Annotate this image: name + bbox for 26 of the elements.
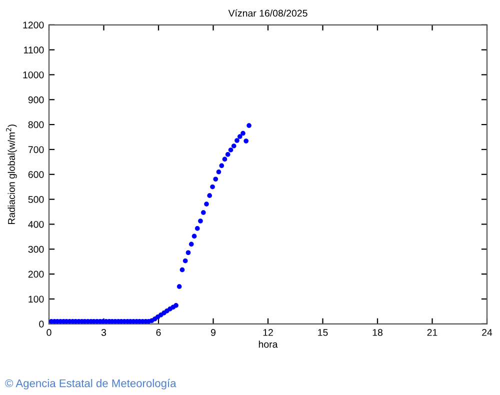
y-tick-label: 900 — [28, 96, 44, 104]
x-tick-label: 3 — [101, 329, 106, 336]
y-tick-label: 1100 — [24, 46, 44, 54]
y-tick-label: 100 — [28, 296, 44, 303]
x-tick-label: 15 — [318, 329, 328, 336]
x-tick-label: 21 — [427, 329, 438, 336]
y-tick-label: 1200 — [23, 22, 44, 29]
x-tick-label: 6 — [156, 329, 161, 336]
y-tick-label: 1000 — [23, 71, 44, 78]
x-tick-label: 0 — [46, 329, 52, 336]
y-tick-label: 600 — [28, 171, 44, 178]
y-axis-title: Radiacion global(w/m$^{2}$) — [6, 124, 17, 224]
text: © Agencia Estatal de Meteorología — [5, 378, 176, 390]
x-tick-label: 18 — [372, 329, 382, 336]
x-tick-label: 12 — [263, 329, 273, 336]
y-tick-label: 700 — [28, 146, 44, 154]
y-tick-label: 800 — [28, 121, 44, 128]
x-axis-title: hora — [258, 340, 278, 348]
y-tick-label: 200 — [28, 270, 44, 278]
x-tick-label: 9 — [211, 329, 216, 336]
y-tick-label: 500 — [28, 196, 44, 203]
y-tick-label: 400 — [28, 220, 44, 228]
chart-title: Víznar 16/08/2025 — [228, 9, 308, 17]
y-tick-label: 0 — [39, 320, 44, 328]
y-tick-label: 300 — [28, 246, 44, 253]
x-tick-label: 24 — [482, 329, 492, 336]
